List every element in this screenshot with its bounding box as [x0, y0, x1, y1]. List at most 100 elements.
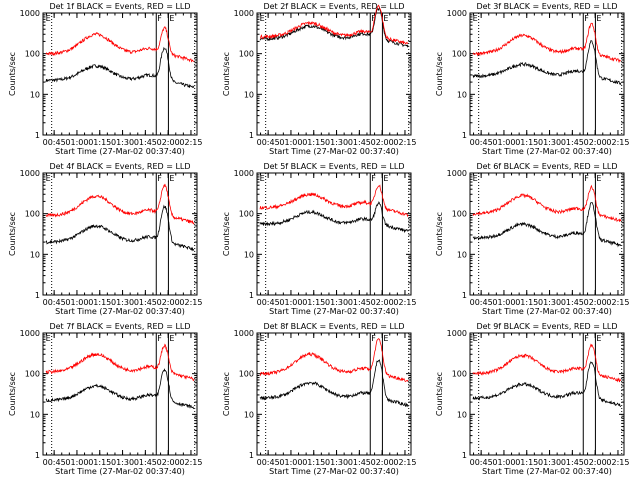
plot-title: Det 5f BLACK = Events, RED = LLD: [263, 162, 404, 171]
x-tick-label: 02:00: [584, 138, 607, 147]
marker-label-e: E: [260, 334, 265, 343]
marker-label-f: F: [584, 14, 589, 23]
x-tick-label: 00:45: [470, 458, 493, 467]
lld-series-line: [472, 22, 622, 64]
x-axis-label: Start Time (27-Mar-02 00:37:40): [269, 307, 399, 316]
x-tick-label: 02:00: [371, 298, 394, 307]
plot-panel-9: Det 9f BLACK = Events, RED = LLD 1 10 100 10…: [435, 322, 629, 476]
marker-label-e: E: [169, 14, 174, 23]
y-tick-label: 100: [25, 210, 40, 219]
y-tick-label: 1000: [20, 169, 40, 178]
x-tick-label: 01:45: [561, 298, 584, 307]
x-tick-label: 02:15: [393, 298, 416, 307]
x-axis-label: Start Time (27-Mar-02 00:37:40): [55, 307, 185, 316]
lld-series-line: [45, 183, 195, 225]
x-tick-label: 00:45: [43, 458, 66, 467]
x-tick-label: 01:45: [348, 138, 371, 147]
y-axis-label: Counts/sec: [8, 372, 17, 416]
x-tick-label: 01:45: [561, 138, 584, 147]
marker-label-f: F: [371, 334, 376, 343]
x-tick-label: 01:00: [279, 298, 302, 307]
x-tick-label: 01:30: [325, 138, 348, 147]
marker-label-f: F: [157, 174, 162, 183]
x-tick-label: 01:45: [348, 298, 371, 307]
y-tick-label: 100: [239, 210, 254, 219]
marker-label-e: E: [260, 14, 265, 23]
x-tick-label: 01:45: [134, 138, 157, 147]
x-axis-label: Start Time (27-Mar-02 00:37:40): [482, 307, 612, 316]
x-tick-label: 01:45: [348, 458, 371, 467]
events-series-line: [472, 40, 622, 85]
x-tick-label: 02:15: [179, 138, 202, 147]
events-series-line: [45, 368, 195, 410]
plot-title: Det 6f BLACK = Events, RED = LLD: [476, 162, 617, 171]
y-tick-label: 100: [452, 370, 467, 379]
events-series-line: [259, 201, 409, 234]
x-tick-label: 01:45: [561, 458, 584, 467]
y-tick-label: 1: [462, 291, 467, 300]
plot-title: Det 9f BLACK = Events, RED = LLD: [476, 322, 617, 331]
y-tick-label: 1000: [234, 329, 254, 338]
plot-panel-7: Det 7f BLACK = Events, RED = LLD 1 10 100 10…: [8, 322, 202, 476]
y-axis-label: Counts/sec: [8, 52, 17, 96]
events-series-line: [472, 361, 622, 407]
x-tick-label: 00:45: [257, 458, 280, 467]
marker-label-e: E: [46, 174, 51, 183]
marker-label-f: F: [371, 174, 376, 183]
x-tick-label: 02:15: [393, 458, 416, 467]
plot-panel-8: Det 8f BLACK = Events, RED = LLD 1 10 100 10…: [222, 322, 416, 476]
plot-frame: [469, 12, 625, 136]
y-tick-label: 10: [457, 250, 467, 259]
y-tick-label: 10: [30, 250, 40, 259]
x-tick-label: 01:00: [65, 458, 88, 467]
events-series-line: [472, 202, 622, 248]
y-axis-label: Counts/sec: [435, 52, 444, 96]
marker-label-e: E: [169, 334, 174, 343]
x-tick-label: 00:45: [43, 298, 66, 307]
plot-title: Det 2f BLACK = Events, RED = LLD: [263, 2, 404, 11]
y-tick-label: 1: [249, 451, 254, 460]
plot-frame: [469, 332, 625, 456]
y-tick-label: 1: [462, 451, 467, 460]
x-tick-label: 02:00: [157, 138, 180, 147]
plot-title: Det 7f BLACK = Events, RED = LLD: [49, 322, 190, 331]
y-axis-label: Counts/sec: [435, 212, 444, 256]
x-tick-label: 01:30: [538, 458, 561, 467]
x-tick-label: 01:15: [88, 138, 111, 147]
x-tick-label: 02:00: [371, 458, 394, 467]
y-axis-label: Counts/sec: [222, 212, 231, 256]
x-tick-label: 02:00: [157, 458, 180, 467]
x-tick-label: 01:30: [325, 458, 348, 467]
plot-frame: [42, 12, 198, 136]
x-axis-label: Start Time (27-Mar-02 00:37:40): [482, 467, 612, 476]
y-tick-label: 1000: [447, 329, 467, 338]
plot-panel-5: Det 5f BLACK = Events, RED = LLD 1 10 100 10…: [222, 162, 416, 316]
x-tick-label: 01:00: [279, 458, 302, 467]
marker-label-e: E: [383, 334, 388, 343]
x-tick-label: 01:00: [492, 458, 515, 467]
y-tick-label: 100: [25, 370, 40, 379]
y-tick-label: 10: [244, 90, 254, 99]
y-tick-label: 1: [35, 451, 40, 460]
y-tick-label: 1000: [234, 9, 254, 18]
plot-panel-6: Det 6f BLACK = Events, RED = LLD 1 10 100 10…: [435, 162, 629, 316]
marker-label-e: E: [596, 174, 601, 183]
events-series-line: [45, 46, 195, 89]
lld-series-line: [472, 184, 622, 223]
x-axis-label: Start Time (27-Mar-02 00:37:40): [269, 467, 399, 476]
x-tick-label: 00:45: [470, 298, 493, 307]
plot-title: Det 1f BLACK = Events, RED = LLD: [49, 2, 190, 11]
y-axis-label: Counts/sec: [222, 52, 231, 96]
x-tick-label: 01:15: [88, 458, 111, 467]
plot-title: Det 3f BLACK = Events, RED = LLD: [476, 2, 617, 11]
x-tick-label: 01:45: [134, 458, 157, 467]
x-tick-label: 02:15: [179, 458, 202, 467]
x-tick-label: 00:45: [257, 298, 280, 307]
y-axis-label: Counts/sec: [435, 372, 444, 416]
x-axis-label: Start Time (27-Mar-02 00:37:40): [55, 467, 185, 476]
marker-label-e: E: [596, 14, 601, 23]
y-tick-label: 10: [457, 410, 467, 419]
x-axis-label: Start Time (27-Mar-02 00:37:40): [55, 147, 185, 156]
x-tick-label: 02:00: [157, 298, 180, 307]
